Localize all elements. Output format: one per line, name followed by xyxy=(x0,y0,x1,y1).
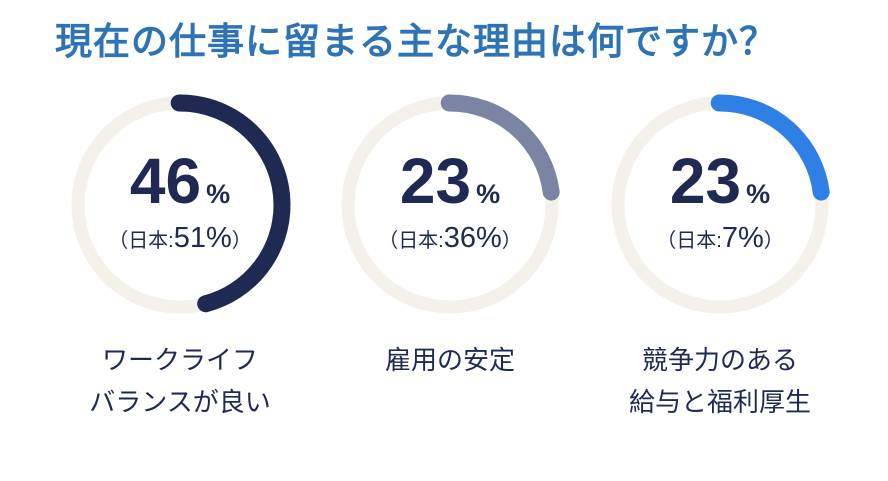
donut-caption: 競争力のある 給与と福利厚生 xyxy=(629,340,811,423)
donut-card-compensation: 23% （日本:7%） 競争力のある 給与と福利厚生 xyxy=(585,90,855,423)
donut-value-arc xyxy=(609,94,831,316)
donut-value-arc xyxy=(69,94,291,316)
page-title: 現在の仕事に留まる主な理由は何ですか？ xyxy=(55,21,777,62)
caption-line-2: バランスが良い xyxy=(89,386,271,417)
donut-card-work-life-balance: 46% （日本:51%） ワークライフ バランスが良い xyxy=(45,90,315,423)
donut-value-arc xyxy=(339,94,561,316)
donut-card-job-security: 23% （日本:36%） 雇用の安定 xyxy=(315,90,585,423)
caption-line-1: 競争力のある xyxy=(641,345,798,376)
donut-gauge-svg xyxy=(339,94,561,316)
caption-line-2: 給与と福利厚生 xyxy=(628,386,811,417)
donut-chart: 46% （日本:51%） xyxy=(65,90,295,320)
donut-chart-row: 46% （日本:51%） ワークライフ バランスが良い xyxy=(45,90,855,423)
donut-chart: 23% （日本:7%） xyxy=(605,90,835,320)
donut-gauge-svg xyxy=(609,94,831,316)
donut-gauge-svg xyxy=(69,94,291,316)
caption-line-1: ワークライフ xyxy=(101,345,258,376)
donut-caption: 雇用の安定 xyxy=(385,340,515,382)
caption-line-1: 雇用の安定 xyxy=(384,345,515,376)
survey-infographic: 現在の仕事に留まる主な理由は何ですか？ 46% （日本:51%） xyxy=(0,20,888,424)
donut-caption: ワークライフ バランスが良い xyxy=(89,340,270,423)
donut-chart: 23% （日本:36%） xyxy=(335,90,565,320)
